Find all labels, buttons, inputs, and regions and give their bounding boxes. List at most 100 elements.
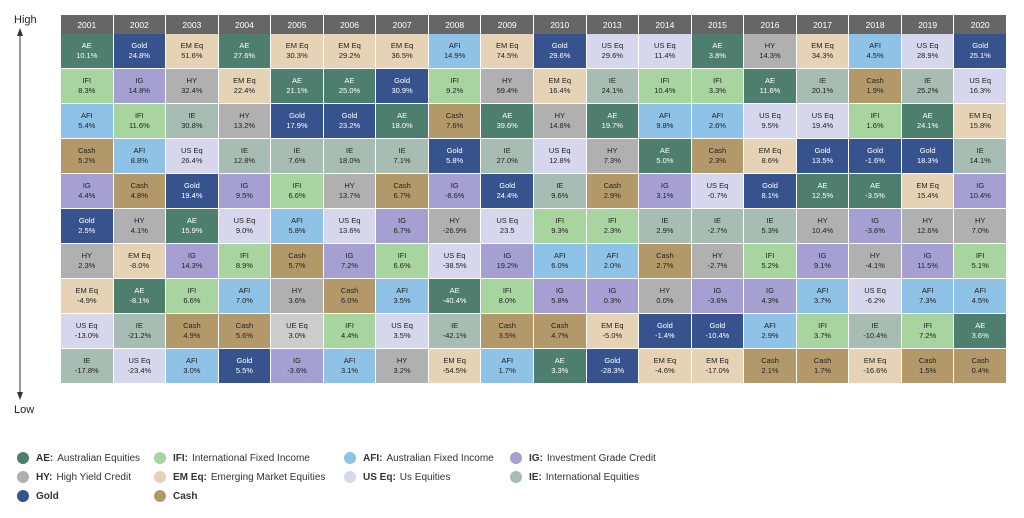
asset-label: EM Eq	[548, 76, 572, 85]
return-value: 13.6%	[338, 226, 361, 235]
return-value: 18.0%	[338, 156, 361, 165]
return-value: 14.8%	[549, 121, 571, 130]
return-cell: IE 9.6%	[534, 174, 587, 209]
asset-label: Gold	[919, 146, 936, 155]
asset-label: HY	[134, 216, 145, 225]
rank-arrow	[17, 28, 23, 400]
asset-label: IG	[555, 286, 564, 295]
asset-label: IG	[82, 181, 91, 190]
legend-item: US Eq: Us Equities	[344, 471, 450, 483]
return-value: 36.5%	[391, 51, 413, 60]
asset-label: EM Eq	[233, 76, 256, 85]
return-cell: IG 11.5%	[901, 244, 955, 279]
asset-label: US Eq	[128, 356, 151, 365]
asset-label: EM Eq	[338, 41, 361, 50]
return-value: -40.4%	[442, 296, 467, 305]
return-cell: IE 20.1%	[796, 69, 850, 104]
return-value: -0.7%	[707, 191, 728, 200]
return-cell: Gold -1.4%	[639, 314, 692, 349]
asset-label: AE	[870, 181, 881, 190]
return-value: 2.3%	[708, 156, 726, 165]
asset-label: Cash	[393, 181, 411, 190]
return-value: -8.1%	[129, 296, 150, 305]
asset-label: Cash	[603, 181, 622, 190]
return-value: 3.6%	[971, 331, 989, 340]
return-cell: IE 27.0%	[481, 139, 534, 174]
return-cell: AFI 2.9%	[744, 314, 797, 349]
return-value: -21.2%	[127, 331, 152, 340]
return-value: -8.0%	[129, 261, 150, 270]
return-cell: EM Eq -4.6%	[639, 349, 692, 384]
return-value: -2.7%	[707, 226, 728, 235]
return-cell: HY 13.2%	[218, 104, 272, 139]
asset-label: AFI	[291, 216, 303, 225]
asset-label: US Eq	[654, 41, 676, 50]
return-cell: Cash 4.9%	[166, 314, 219, 349]
return-value: 4.4%	[78, 191, 96, 200]
asset-label: AE	[449, 286, 460, 295]
asset-label: AE	[291, 76, 302, 85]
return-value: -3.6%	[865, 226, 885, 235]
return-cell: IE -2.7%	[691, 209, 745, 244]
return-cell: AE 18.0%	[376, 104, 429, 139]
return-value: 6.7%	[393, 191, 411, 200]
return-value: 2.6%	[708, 121, 726, 130]
asset-label: AE	[607, 111, 618, 120]
return-cell: IG 4.3%	[744, 279, 797, 314]
asset-label: HY	[291, 286, 303, 295]
legend-label: Investment Grade Credit	[546, 452, 656, 464]
return-cell: Gold 19.4%	[166, 174, 219, 209]
return-value: 7.2%	[919, 331, 937, 340]
return-value: 1.7%	[498, 366, 516, 375]
return-cell: EM Eq 15.4%	[901, 174, 955, 209]
return-value: 3.8%	[708, 51, 726, 60]
return-cell: Gold 8.1%	[744, 174, 797, 209]
return-value: 4.8%	[130, 191, 148, 200]
asset-label: IFI	[82, 76, 92, 85]
asset-label: EM Eq	[601, 321, 624, 330]
return-value: 7.2%	[340, 261, 359, 270]
return-cell: AFI 3.7%	[796, 279, 850, 314]
return-cell: IFI 4.4%	[323, 314, 377, 349]
return-cell: EM Eq -8.0%	[113, 244, 167, 279]
asset-label: EM Eq	[916, 181, 939, 190]
legend-swatch	[344, 452, 356, 464]
return-value: 17.9%	[286, 121, 308, 130]
asset-label: IFI	[975, 251, 985, 260]
return-cell: IE 2.9%	[639, 209, 692, 244]
return-value: 22.4%	[233, 86, 256, 95]
year-header: 2014	[639, 15, 692, 34]
legend-abbr: IFI:	[173, 452, 188, 464]
asset-label: AE	[134, 286, 145, 295]
asset-label: Cash	[288, 251, 306, 260]
return-value: -16.6%	[863, 366, 887, 375]
asset-label: Gold	[499, 181, 516, 190]
return-value: -10.4%	[705, 331, 730, 340]
legend-label: Us Equities	[399, 471, 451, 483]
return-value: 3.5%	[393, 296, 411, 305]
return-value: 29.6%	[601, 51, 623, 60]
return-cell: US Eq 9.5%	[744, 104, 797, 139]
return-cell: AE 3.3%	[534, 349, 587, 384]
legend-abbr: US Eq:	[363, 471, 396, 483]
return-value: 5.8%	[551, 296, 569, 305]
return-value: 12.8%	[233, 156, 256, 165]
return-cell: IE 12.8%	[218, 139, 272, 174]
asset-label: Cash	[708, 146, 727, 155]
return-value: 8.1%	[761, 191, 779, 200]
return-value: 1.5%	[919, 366, 937, 375]
legend-abbr: Gold	[36, 490, 59, 502]
return-value: 4.5%	[971, 296, 989, 305]
return-value: 14.8%	[128, 86, 150, 95]
return-cell: Gold 25.1%	[954, 34, 1007, 69]
return-value: 2.0%	[603, 261, 621, 270]
return-value: 3.0%	[288, 331, 306, 340]
asset-label: AE	[922, 111, 933, 120]
asset-label: US Eq	[811, 111, 834, 120]
asset-label: AE	[397, 111, 408, 120]
return-value: 34.3%	[811, 51, 834, 60]
asset-label: AFI	[764, 321, 776, 330]
return-cell: AE 3.6%	[954, 314, 1007, 349]
year-header: 2006	[323, 15, 377, 34]
return-value: 5.2%	[78, 156, 96, 165]
